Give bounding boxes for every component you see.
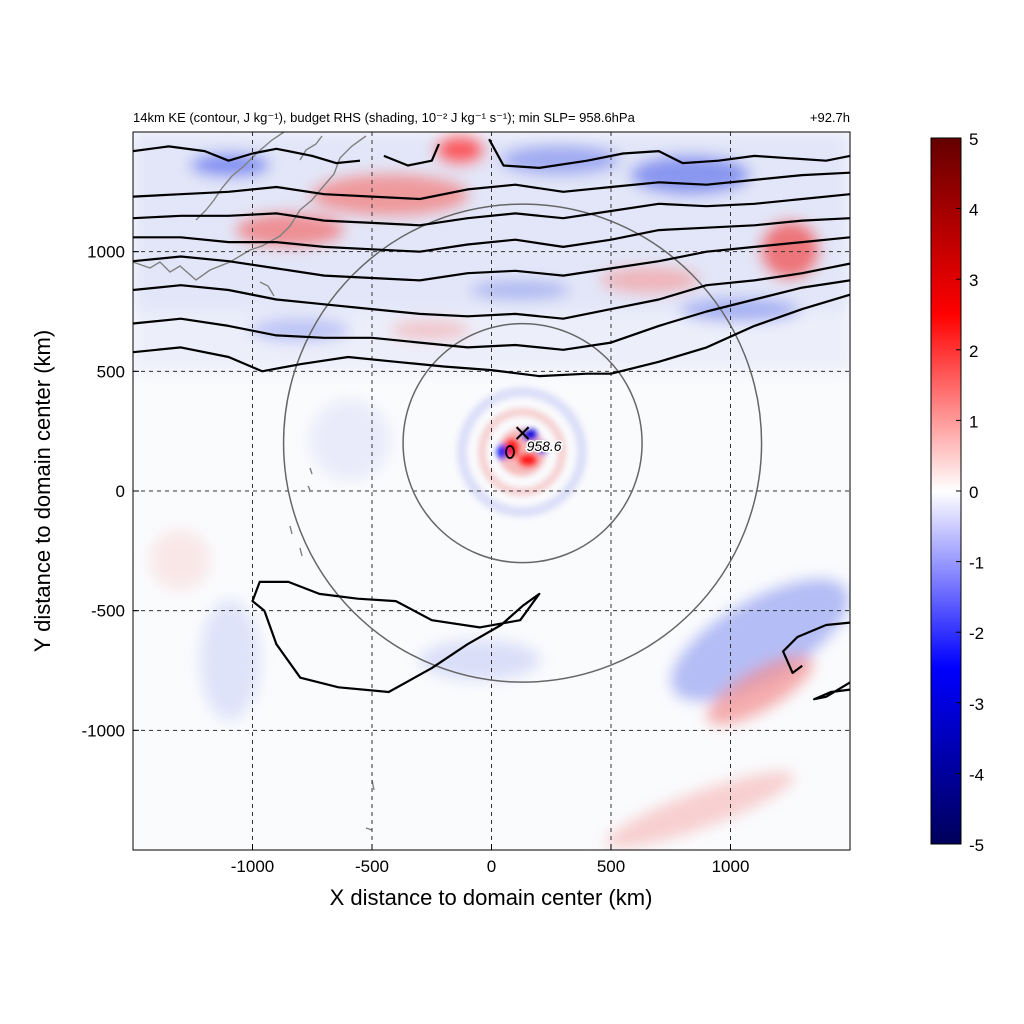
ke-contour-line bbox=[383, 143, 440, 167]
colorbar-tick-label: 5 bbox=[969, 130, 978, 149]
colorbar-tick-label: 2 bbox=[969, 342, 978, 361]
storm-core-shading bbox=[457, 387, 587, 517]
ke-contour-line bbox=[251, 580, 541, 694]
colorbar-tick-label: -5 bbox=[969, 836, 984, 855]
storm-center-x bbox=[515, 426, 530, 440]
y-tick-label: 0 bbox=[116, 482, 125, 501]
storm-eye-contour bbox=[505, 445, 515, 459]
y-axis: 1000 500 0 -500 -1000 bbox=[82, 243, 139, 740]
ke-contour-line bbox=[133, 217, 850, 253]
storm-center-marker bbox=[515, 426, 530, 440]
min-slp-label: 958.6 bbox=[527, 438, 562, 454]
range-circle bbox=[402, 322, 643, 564]
coastline bbox=[133, 132, 375, 831]
y-tick-label: 1000 bbox=[87, 243, 125, 262]
colorbar-tick-label: -3 bbox=[969, 695, 984, 714]
colorbar-ticks: 5 4 3 2 1 0 -1 -2 -3 -4 -5 bbox=[956, 130, 984, 855]
colorbar: 5 4 3 2 1 0 -1 -2 -3 -4 -5 bbox=[930, 130, 984, 855]
colorbar-tick-label: 3 bbox=[969, 271, 978, 290]
ke-contours bbox=[133, 138, 850, 701]
y-tick-label: -500 bbox=[91, 602, 125, 621]
x-tick-label: 0 bbox=[487, 857, 496, 876]
colorbar-tick-label: 0 bbox=[969, 483, 978, 502]
x-tick-label: 1000 bbox=[712, 857, 750, 876]
colorbar-tick-label: -1 bbox=[969, 554, 984, 573]
x-tick-label: -1000 bbox=[231, 857, 274, 876]
forecast-hour-label: +92.7h bbox=[810, 110, 850, 125]
ke-contour-line bbox=[133, 262, 850, 320]
ke-contour-line bbox=[782, 621, 850, 674]
ke-contour-line bbox=[488, 138, 850, 169]
plot-area: 958.6 bbox=[133, 132, 850, 850]
ke-contour-line bbox=[133, 145, 361, 165]
y-axis-label: Y distance to domain center (km) bbox=[30, 330, 55, 652]
ke-contour-line bbox=[133, 171, 850, 201]
ke-contour-line bbox=[133, 193, 850, 227]
colorbar-tick-label: 1 bbox=[969, 412, 978, 431]
ke-contour-line bbox=[133, 293, 850, 378]
x-tick-label: -500 bbox=[355, 857, 389, 876]
ke-contour-line bbox=[133, 236, 850, 282]
colorbar-tick-label: -4 bbox=[969, 765, 984, 784]
x-axis: -1000 -500 0 500 1000 bbox=[231, 844, 750, 876]
colorbar-tick-label: 4 bbox=[969, 201, 978, 220]
chart-title: 14km KE (contour, J kg⁻¹), budget RHS (s… bbox=[133, 110, 636, 125]
x-tick-label: 500 bbox=[597, 857, 625, 876]
y-tick-label: 500 bbox=[97, 362, 125, 381]
ke-contour-line bbox=[133, 279, 850, 351]
colorbar-tick-label: -2 bbox=[969, 624, 984, 643]
y-tick-label: -1000 bbox=[82, 721, 125, 740]
range-circle bbox=[282, 203, 763, 683]
ke-contour-line bbox=[813, 681, 850, 701]
x-axis-label: X distance to domain center (km) bbox=[330, 885, 653, 910]
range-circles bbox=[282, 203, 763, 683]
